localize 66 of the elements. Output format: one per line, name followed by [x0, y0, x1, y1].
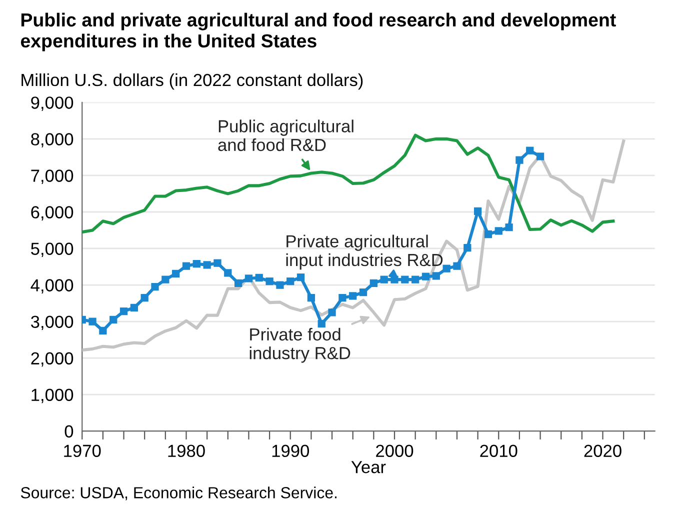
x-tick-label: 2000: [376, 444, 414, 458]
point: [338, 294, 346, 302]
point: [120, 307, 128, 316]
annotation: Public agricultural and food R&D: [218, 120, 354, 152]
point: [192, 260, 200, 268]
point: [162, 276, 170, 284]
point: [453, 262, 461, 270]
point: [203, 261, 211, 269]
point: [516, 156, 524, 164]
x-tick-label: 2020: [584, 444, 622, 458]
point: [214, 259, 222, 267]
point: [412, 276, 420, 284]
point: [349, 292, 357, 300]
point: [474, 207, 482, 216]
point: [266, 278, 274, 286]
point: [182, 262, 190, 270]
point: [422, 272, 430, 280]
point: [244, 274, 253, 282]
source-note: Source: USDA, Economic Research Service.: [20, 486, 337, 500]
y-tick-label: 9,000: [31, 96, 74, 111]
y-tick-label: 3,000: [30, 316, 74, 330]
point: [140, 294, 148, 302]
point: [151, 283, 159, 291]
point: [328, 308, 336, 316]
x-tick-label: 2010: [480, 444, 518, 458]
point: [99, 326, 107, 334]
y-tick-label: 5,000: [31, 242, 74, 258]
point: [130, 304, 138, 312]
point: [234, 279, 242, 288]
y-axis-title: Million U.S. dollars (in 2022 constant dollars): [22, 73, 363, 90]
point: [172, 270, 180, 278]
y-tick-label: 8,000: [31, 133, 74, 148]
point: [224, 269, 232, 277]
x-tick-label: 1980: [168, 444, 205, 458]
point: [505, 223, 513, 232]
point: [432, 272, 440, 280]
point: [110, 316, 118, 324]
x-tick-label: 1990: [272, 444, 310, 458]
y-tick-label: 1,000: [32, 388, 74, 404]
point: [88, 318, 96, 326]
point: [484, 230, 492, 238]
y-tick-label: 2,000: [31, 352, 74, 367]
point: [286, 278, 294, 286]
point: [464, 244, 472, 252]
y-tick-label: 7,000: [31, 170, 74, 184]
y-tick-label: 4,000: [30, 279, 74, 294]
point: [296, 274, 305, 282]
annotation: Private food industry R&D: [250, 328, 350, 363]
x-tick-label: 1970: [64, 444, 101, 458]
y-tick-label: 0: [64, 425, 74, 438]
point: [318, 320, 326, 328]
y-tick-label: 6,000: [31, 206, 74, 220]
point: [494, 227, 502, 235]
point: [359, 288, 368, 296]
point: [307, 294, 316, 302]
x-axis-title: Year: [351, 461, 386, 474]
point: [255, 274, 263, 282]
annotation: Private agricultural input industries R&D: [286, 234, 443, 270]
point: [442, 264, 450, 272]
chart-title: Public and private agricultural and food research and development expenditures in the United States: [20, 12, 616, 52]
point: [401, 276, 409, 284]
point: [536, 152, 544, 160]
point: [370, 279, 378, 288]
point: [380, 276, 388, 284]
point: [526, 146, 534, 154]
point: [276, 281, 284, 289]
